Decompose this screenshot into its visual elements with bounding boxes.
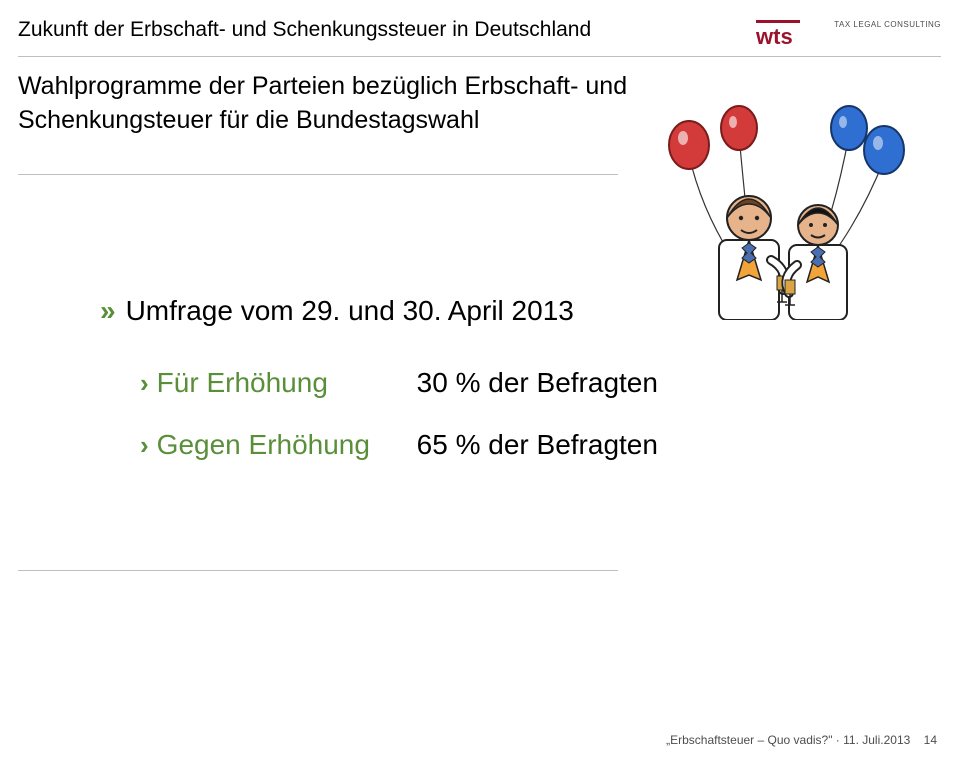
survey-row: › Gegen Erhöhung 65 % der Befragten xyxy=(140,429,658,461)
bullet-double-chevron-icon: » xyxy=(100,295,116,326)
bullet-chevron-icon: › xyxy=(140,430,149,461)
rule-top xyxy=(18,56,941,57)
survey-row-value: 30 % der Befragten xyxy=(417,367,658,399)
rule-mid xyxy=(18,174,618,175)
wts-logo-mark: wts xyxy=(756,18,828,48)
wts-logo: wts TAX LEGAL CONSULTING xyxy=(756,18,941,48)
survey-headline-row: » Umfrage vom 29. und 30. April 2013 xyxy=(100,295,658,327)
survey-row-label: Für Erhöhung xyxy=(157,367,417,399)
footer-text: „Erbschaftsteuer – Quo vadis?" · 11. Jul… xyxy=(666,733,910,747)
survey-row-label: Gegen Erhöhung xyxy=(157,429,417,461)
wts-logo-tag: TAX LEGAL CONSULTING xyxy=(834,20,941,29)
rule-bottom xyxy=(18,570,618,571)
wts-logo-text: wts xyxy=(756,24,793,48)
section-title: Wahlprogramme der Parteien bezüglich Erb… xyxy=(18,70,699,138)
survey-row-value: 65 % der Befragten xyxy=(417,429,658,461)
footer: „Erbschaftsteuer – Quo vadis?" · 11. Jul… xyxy=(666,733,937,747)
survey-headline: Umfrage vom 29. und 30. April 2013 xyxy=(126,295,574,326)
page-number: 14 xyxy=(924,733,937,747)
bullet-chevron-icon: › xyxy=(140,368,149,399)
celebration-illustration xyxy=(649,100,909,320)
survey-row: › Für Erhöhung 30 % der Befragten xyxy=(140,367,658,399)
survey-block: » Umfrage vom 29. und 30. April 2013 › Fü… xyxy=(100,295,658,491)
slide-topic: Zukunft der Erbschaft- und Schenkungsste… xyxy=(18,18,591,42)
